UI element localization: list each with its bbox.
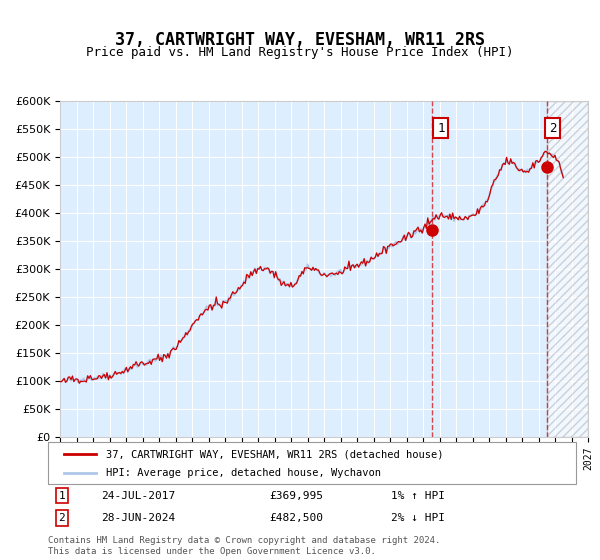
- Text: £482,500: £482,500: [270, 513, 324, 523]
- Text: 2% ↓ HPI: 2% ↓ HPI: [391, 513, 445, 523]
- Text: £369,995: £369,995: [270, 491, 324, 501]
- Text: 37, CARTWRIGHT WAY, EVESHAM, WR11 2RS: 37, CARTWRIGHT WAY, EVESHAM, WR11 2RS: [115, 31, 485, 49]
- Text: 28-JUN-2024: 28-JUN-2024: [101, 513, 175, 523]
- Text: Contains HM Land Registry data © Crown copyright and database right 2024.
This d: Contains HM Land Registry data © Crown c…: [48, 536, 440, 556]
- Text: 1% ↑ HPI: 1% ↑ HPI: [391, 491, 445, 501]
- Text: 1: 1: [59, 491, 65, 501]
- Bar: [547, 101, 588, 437]
- Bar: [547, 101, 588, 437]
- Text: Price paid vs. HM Land Registry's House Price Index (HPI): Price paid vs. HM Land Registry's House …: [86, 46, 514, 59]
- Text: 1: 1: [437, 122, 445, 134]
- FancyBboxPatch shape: [48, 442, 576, 484]
- Text: 37, CARTWRIGHT WAY, EVESHAM, WR11 2RS (detached house): 37, CARTWRIGHT WAY, EVESHAM, WR11 2RS (d…: [106, 449, 443, 459]
- Text: 2: 2: [59, 513, 65, 523]
- Text: 24-JUL-2017: 24-JUL-2017: [101, 491, 175, 501]
- Text: HPI: Average price, detached house, Wychavon: HPI: Average price, detached house, Wych…: [106, 468, 381, 478]
- Text: 2: 2: [549, 122, 557, 134]
